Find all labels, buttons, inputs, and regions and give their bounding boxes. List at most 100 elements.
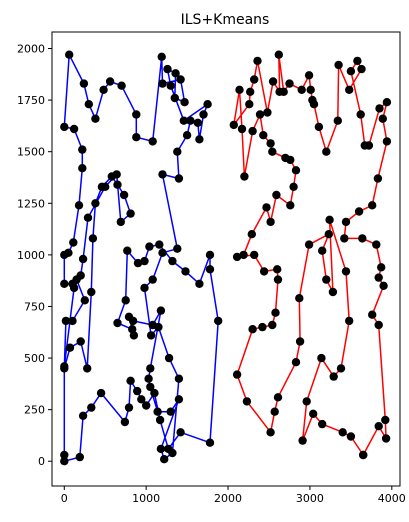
city-point	[123, 246, 132, 255]
city-point	[168, 256, 177, 266]
x-tick-label: 0	[61, 492, 68, 505]
x-axis: 0 1000 2000 3000 4000	[61, 486, 406, 505]
city-point	[328, 287, 338, 297]
city-point	[324, 230, 333, 239]
city-point	[302, 397, 311, 406]
city-point	[146, 331, 156, 340]
city-point	[273, 275, 283, 284]
city-point	[199, 110, 208, 119]
city-point	[322, 147, 331, 156]
city-point	[195, 135, 204, 144]
city-point	[247, 230, 256, 239]
city-point	[83, 213, 93, 222]
city-point	[318, 246, 327, 255]
city-point	[203, 100, 212, 109]
city-point	[285, 79, 294, 88]
x-tick-label: 4000	[378, 492, 406, 505]
city-point	[248, 325, 257, 334]
city-point	[156, 306, 166, 315]
city-point	[262, 203, 271, 212]
city-point	[69, 124, 79, 134]
city-point	[195, 279, 204, 288]
city-point	[358, 234, 367, 243]
city-point	[145, 242, 154, 251]
city-point	[291, 166, 301, 175]
city-point	[112, 170, 121, 179]
city-point	[304, 240, 314, 249]
city-point	[176, 428, 185, 437]
city-point	[329, 372, 338, 381]
y-tick-label: 750	[24, 300, 45, 313]
city-point	[360, 141, 369, 150]
city-point	[374, 320, 383, 330]
city-point	[61, 316, 71, 326]
city-point	[113, 318, 122, 328]
city-point	[176, 75, 185, 84]
city-point	[246, 87, 255, 97]
city-point	[153, 407, 162, 416]
city-point	[266, 428, 275, 437]
city-point	[193, 118, 202, 128]
city-point	[240, 172, 249, 181]
city-point	[132, 110, 141, 119]
city-point	[341, 217, 351, 227]
city-point	[133, 386, 142, 396]
x-tick-label: 2000	[214, 492, 242, 505]
city-point	[237, 124, 247, 134]
city-point	[375, 104, 384, 113]
route-line-2	[233, 53, 388, 456]
city-point	[205, 438, 215, 447]
city-point	[173, 147, 182, 156]
city-point	[60, 362, 69, 371]
city-point	[88, 234, 98, 243]
city-point	[166, 407, 175, 416]
city-point	[142, 401, 151, 410]
city-point	[173, 244, 182, 253]
city-point	[170, 93, 179, 103]
city-point	[253, 56, 262, 66]
plot-frame	[51, 31, 401, 487]
city-point	[308, 95, 317, 105]
city-point	[255, 110, 265, 119]
city-point	[275, 87, 284, 97]
city-point	[116, 217, 126, 227]
city-point	[174, 374, 184, 383]
city-point	[68, 316, 77, 326]
city-point	[74, 201, 84, 210]
city-point	[357, 64, 366, 74]
city-point	[180, 98, 189, 107]
city-point	[163, 64, 172, 74]
city-point	[160, 455, 169, 464]
y-tick-label: 1750	[17, 94, 45, 107]
city-point	[382, 137, 392, 146]
city-point	[232, 252, 242, 262]
city-point	[379, 281, 388, 290]
city-point	[148, 137, 157, 146]
city-point	[346, 67, 356, 76]
city-point	[270, 407, 279, 416]
city-point	[345, 316, 354, 326]
city-point	[338, 428, 347, 437]
city-point	[117, 81, 126, 90]
city-point	[378, 114, 387, 123]
city-point	[60, 250, 69, 260]
city-point	[91, 199, 100, 208]
city-point	[373, 174, 383, 183]
city-point	[155, 240, 164, 249]
city-point	[271, 308, 280, 317]
city-point	[126, 209, 135, 218]
city-point	[166, 81, 175, 90]
city-point	[266, 139, 275, 148]
city-point	[174, 174, 184, 183]
city-point	[229, 120, 238, 130]
city-point	[113, 180, 122, 189]
city-point	[126, 376, 135, 385]
y-tick-label: 0	[38, 455, 45, 468]
city-point	[87, 287, 96, 297]
city-point	[148, 275, 157, 284]
city-point	[65, 50, 74, 59]
city-point	[268, 77, 278, 86]
x-tick-label: 1000	[132, 492, 160, 505]
city-point	[336, 364, 346, 373]
